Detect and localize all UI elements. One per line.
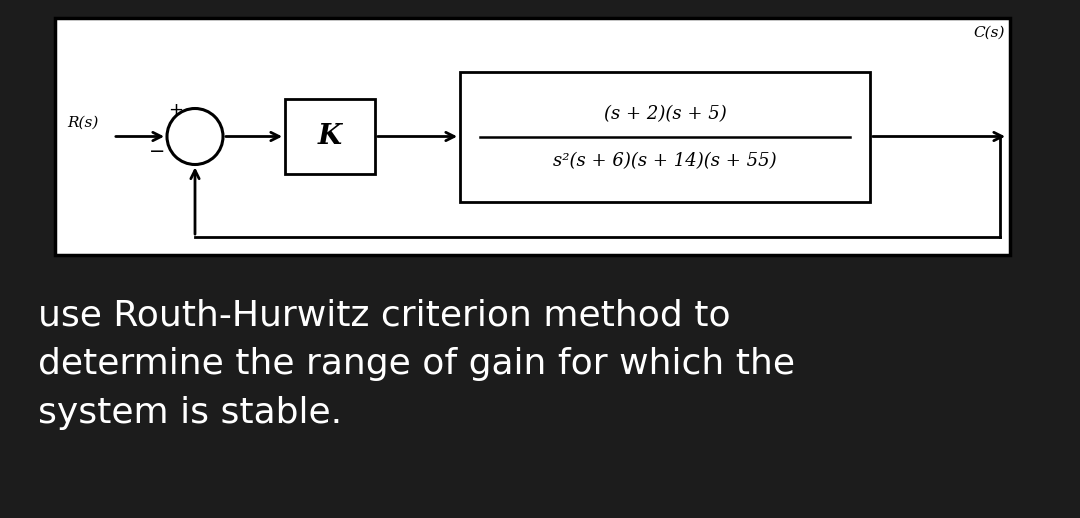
Text: use Routh-Hurwitz criterion method to
determine the range of gain for which the
: use Routh-Hurwitz criterion method to de… (38, 298, 795, 430)
Text: (s + 2)(s + 5): (s + 2)(s + 5) (604, 106, 727, 123)
Circle shape (167, 108, 222, 165)
Text: K: K (318, 123, 342, 150)
Text: R(s): R(s) (67, 116, 98, 130)
Text: C(s): C(s) (973, 26, 1005, 40)
Bar (55, 18, 1010, 255)
Bar (285, 99, 375, 174)
Bar (460, 71, 870, 202)
Text: +: + (167, 101, 183, 119)
Text: −: − (149, 142, 165, 162)
Text: s²(s + 6)(s + 14)(s + 55): s²(s + 6)(s + 14)(s + 55) (553, 152, 777, 170)
